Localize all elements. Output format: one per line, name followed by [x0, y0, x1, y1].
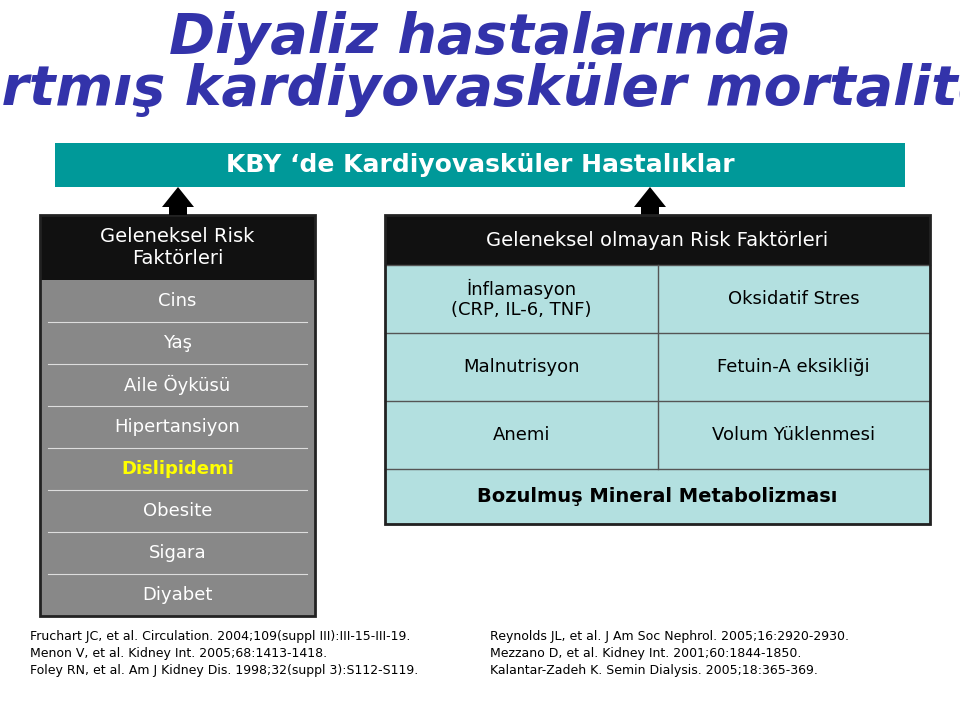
Bar — [40, 574, 315, 616]
Text: Reynolds JL, et al. J Am Soc Nephrol. 2005;16:2920-2930.: Reynolds JL, et al. J Am Soc Nephrol. 20… — [490, 630, 849, 643]
Bar — [40, 215, 315, 280]
Text: Oksidatif Stres: Oksidatif Stres — [728, 290, 859, 308]
Bar — [40, 322, 315, 364]
Bar — [40, 280, 315, 322]
Text: Aile Öyküsü: Aile Öyküsü — [125, 375, 230, 395]
Bar — [40, 406, 315, 448]
Text: Kalantar-Zadeh K. Semin Dialysis. 2005;18:365-369.: Kalantar-Zadeh K. Semin Dialysis. 2005;1… — [490, 664, 818, 677]
Text: Foley RN, et al. Am J Kidney Dis. 1998;32(suppl 3):S112-S119.: Foley RN, et al. Am J Kidney Dis. 1998;3… — [30, 664, 419, 677]
Text: Anemi: Anemi — [492, 426, 550, 444]
Text: Cins: Cins — [158, 292, 197, 310]
Text: Geleneksel Risk
Faktörleri: Geleneksel Risk Faktörleri — [100, 227, 254, 268]
Text: KBY ‘de Kardiyovasküler Hastalıklar: KBY ‘de Kardiyovasküler Hastalıklar — [226, 153, 734, 177]
Bar — [169, 207, 187, 215]
Text: Hipertansiyon: Hipertansiyon — [114, 418, 240, 436]
Bar — [641, 207, 659, 215]
Text: Fetuin-A eksikliği: Fetuin-A eksikliği — [717, 358, 870, 376]
Bar — [385, 215, 930, 524]
Bar — [55, 143, 905, 187]
Bar — [40, 448, 315, 490]
Text: Diyaliz hastalarında: Diyaliz hastalarında — [169, 11, 791, 65]
Polygon shape — [634, 187, 666, 207]
Text: Geleneksel olmayan Risk Faktörleri: Geleneksel olmayan Risk Faktörleri — [487, 231, 828, 250]
Text: artmış kardiyovasküler mortalite: artmış kardiyovasküler mortalite — [0, 63, 960, 117]
Bar — [40, 215, 315, 616]
Text: Volum Yüklenmesi: Volum Yüklenmesi — [712, 426, 876, 444]
Text: Menon V, et al. Kidney Int. 2005;68:1413-1418.: Menon V, et al. Kidney Int. 2005;68:1413… — [30, 647, 327, 660]
Text: Yaş: Yaş — [163, 334, 192, 352]
Text: Fruchart JC, et al. Circulation. 2004;109(suppl III):III-15-III-19.: Fruchart JC, et al. Circulation. 2004;10… — [30, 630, 410, 643]
Text: Diyabet: Diyabet — [142, 586, 213, 604]
Text: Obesite: Obesite — [143, 502, 212, 520]
Text: Bozulmuş Mineral Metabolizması: Bozulmuş Mineral Metabolizması — [477, 487, 838, 506]
Text: Sigara: Sigara — [149, 544, 206, 562]
Text: Malnutrisyon: Malnutrisyon — [463, 358, 580, 376]
Bar — [40, 490, 315, 532]
Bar — [385, 215, 930, 265]
Text: Mezzano D, et al. Kidney Int. 2001;60:1844-1850.: Mezzano D, et al. Kidney Int. 2001;60:18… — [490, 647, 802, 660]
Polygon shape — [162, 187, 194, 207]
Bar — [385, 265, 930, 524]
Bar — [40, 364, 315, 406]
Bar — [40, 532, 315, 574]
Text: İnflamasyon
(CRP, IL-6, TNF): İnflamasyon (CRP, IL-6, TNF) — [451, 278, 591, 319]
Text: Dislipidemi: Dislipidemi — [121, 460, 234, 478]
